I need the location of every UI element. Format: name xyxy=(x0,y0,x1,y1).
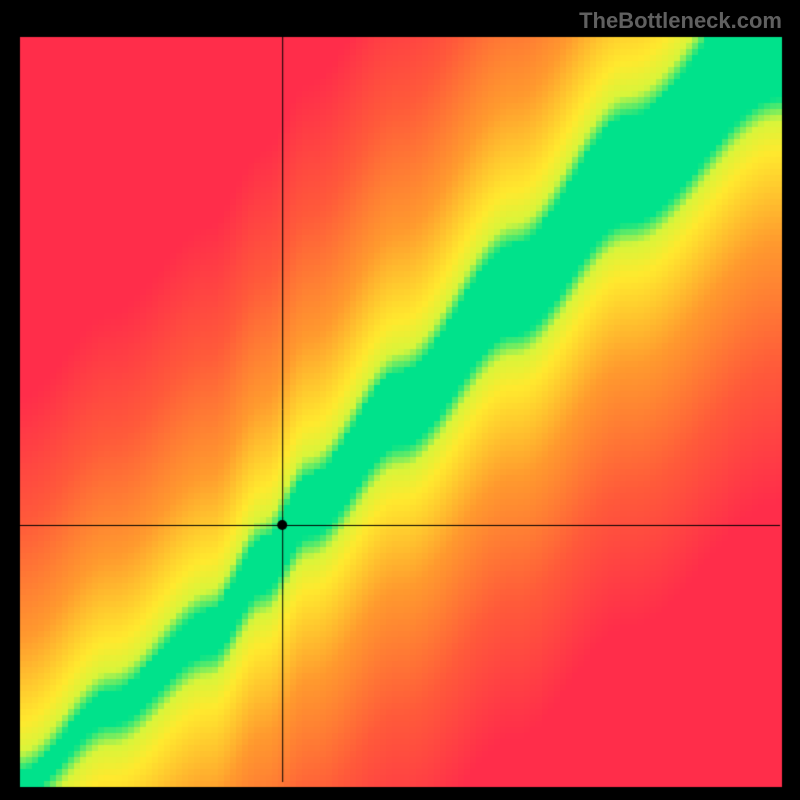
heatmap-canvas xyxy=(0,0,800,800)
watermark-text: TheBottleneck.com xyxy=(579,8,782,34)
chart-container: TheBottleneck.com xyxy=(0,0,800,800)
